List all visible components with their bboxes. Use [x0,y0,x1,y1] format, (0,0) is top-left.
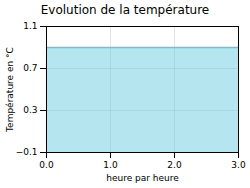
svg-text:3.0: 3.0 [231,160,246,170]
svg-text:0.3: 0.3 [23,105,37,115]
svg-text:−0.1: −0.1 [16,147,38,157]
svg-text:1.1: 1.1 [23,21,37,31]
svg-text:0.7: 0.7 [23,63,37,73]
svg-text:Température en °C: Température en °C [5,47,15,133]
svg-text:1.0: 1.0 [103,160,118,170]
svg-text:heure par heure: heure par heure [106,173,179,183]
svg-text:0.0: 0.0 [39,160,54,170]
html-text:Evolution de la température: Evolution de la température [40,3,210,17]
svg-text:2.0: 2.0 [167,160,182,170]
